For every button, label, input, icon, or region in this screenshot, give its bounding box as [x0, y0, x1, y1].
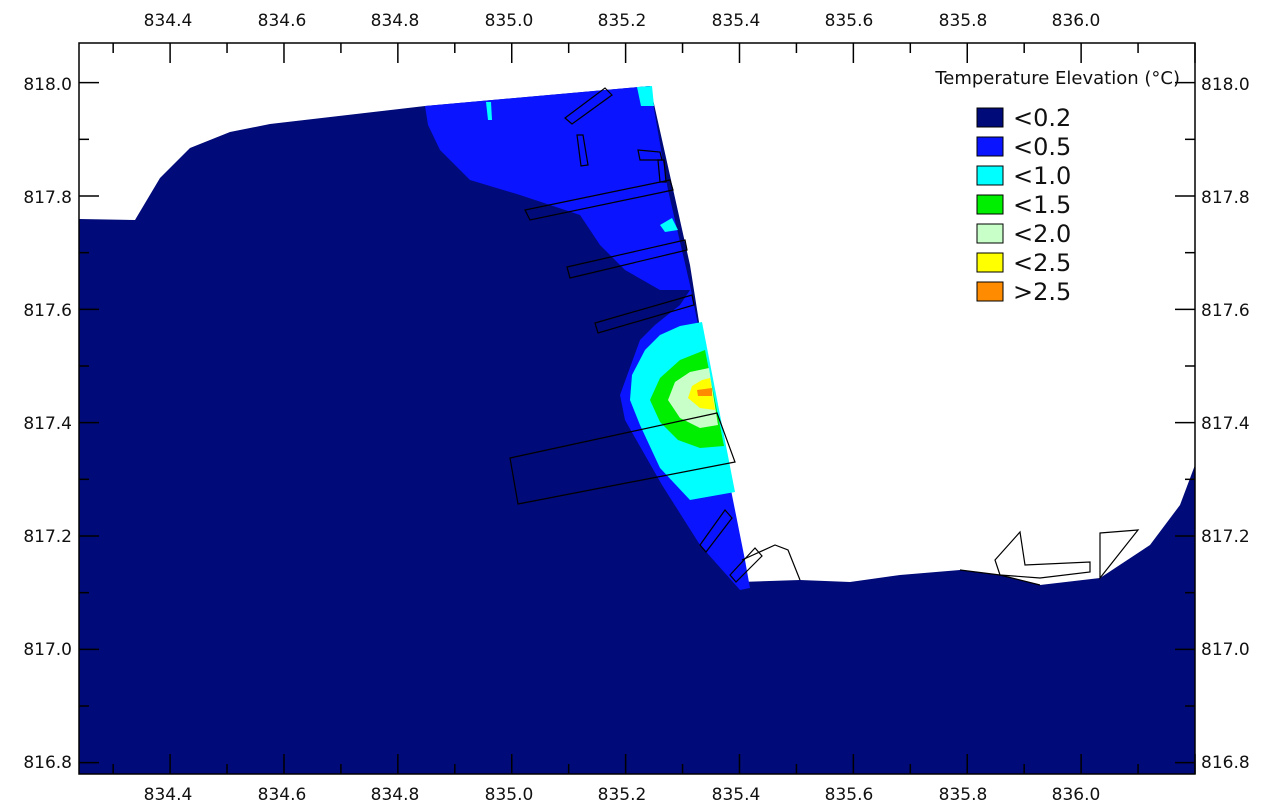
y-axis-left-labels: 818.0 817.8 817.6 817.4 817.2 817.0 816.… [23, 75, 72, 773]
legend-label: <0.5 [1013, 133, 1071, 161]
jetty-outline [1099, 529, 1140, 580]
jetty-outline [729, 547, 763, 583]
jetty-outline [524, 179, 674, 221]
legend-label: <2.0 [1013, 220, 1071, 248]
legend-swatch [976, 107, 1004, 128]
x-tick-label: 835.8 [939, 785, 988, 805]
jetty-outline [741, 544, 801, 581]
x-tick-label: 835.4 [712, 11, 761, 31]
jetty-outline [576, 134, 589, 167]
x-axis-bottom-labels: 834.4 834.6 834.8 835.0 835.2 835.4 835.… [144, 785, 1101, 805]
tick-marks [79, 43, 1196, 774]
y-tick-label: 817.2 [1201, 527, 1250, 547]
x-tick-label: 836.0 [1052, 11, 1101, 31]
zone-lt-1-0-d [486, 102, 492, 120]
x-tick-label: 835.0 [485, 785, 534, 805]
y-tick-label: 817.6 [1201, 301, 1250, 321]
legend-swatch [976, 252, 1004, 273]
plot-frame [78, 42, 1196, 775]
structure-outlines [509, 87, 1140, 586]
zone-gt-2-5 [697, 388, 712, 396]
legend-label: <1.5 [1013, 191, 1071, 219]
legend-swatch [976, 281, 1004, 302]
y-tick-label: 816.8 [1201, 753, 1250, 773]
jetty-outline [994, 530, 1091, 579]
jetty-outline [699, 509, 733, 553]
x-tick-label: 836.0 [1052, 785, 1101, 805]
x-tick-label: 834.4 [144, 11, 193, 31]
y-axis-right-labels: 818.0 817.8 817.6 817.4 817.2 817.0 816.… [1201, 75, 1250, 773]
jetty-outline [594, 294, 695, 334]
legend-swatch [976, 223, 1004, 244]
x-tick-label: 834.8 [371, 11, 420, 31]
zone-lt-1-0-b [637, 86, 654, 106]
legend-title: Temperature Elevation (°C) [934, 68, 1180, 89]
legend-label: <2.5 [1013, 249, 1071, 277]
x-tick-label: 835.2 [598, 11, 647, 31]
legend: <0.2 <0.5 <1.0 <1.5 <2.0 <2.5 >2.5 [976, 104, 1071, 306]
x-tick-label: 834.8 [371, 785, 420, 805]
x-tick-label: 835.6 [825, 11, 874, 31]
x-tick-label: 834.4 [144, 785, 193, 805]
y-tick-label: 817.0 [1201, 640, 1250, 660]
jetty-outline [566, 239, 688, 279]
y-tick-label: 817.4 [1201, 414, 1250, 434]
y-tick-label: 818.0 [1201, 75, 1250, 95]
legend-label: >2.5 [1013, 278, 1071, 306]
y-tick-label: 817.0 [23, 640, 72, 660]
jetty-outline [657, 159, 667, 183]
y-tick-label: 818.0 [23, 75, 72, 95]
jetty-outline [564, 87, 613, 125]
jetty-outline [959, 569, 1041, 586]
legend-label: <1.0 [1013, 162, 1071, 190]
y-tick-label: 816.8 [23, 753, 72, 773]
y-tick-label: 817.8 [1201, 188, 1250, 208]
legend-swatch [976, 136, 1004, 157]
jetty-outline [509, 412, 736, 505]
x-tick-label: 835.6 [825, 785, 874, 805]
y-tick-label: 817.6 [23, 301, 72, 321]
x-tick-label: 835.4 [712, 785, 761, 805]
x-tick-label: 835.0 [485, 11, 534, 31]
x-tick-label: 834.6 [258, 11, 307, 31]
x-tick-label: 834.6 [258, 785, 307, 805]
x-tick-label: 835.8 [939, 11, 988, 31]
legend-label: <0.2 [1013, 104, 1071, 132]
x-tick-label: 835.2 [598, 785, 647, 805]
legend-swatch [976, 194, 1004, 215]
y-tick-label: 817.4 [23, 414, 72, 434]
y-tick-label: 817.2 [23, 527, 72, 547]
zone-lt-1-0-c [660, 218, 678, 232]
legend-swatch [976, 165, 1004, 186]
y-tick-label: 817.8 [23, 188, 72, 208]
x-axis-top-labels: 834.4 834.6 834.8 835.0 835.2 835.4 835.… [144, 11, 1101, 31]
